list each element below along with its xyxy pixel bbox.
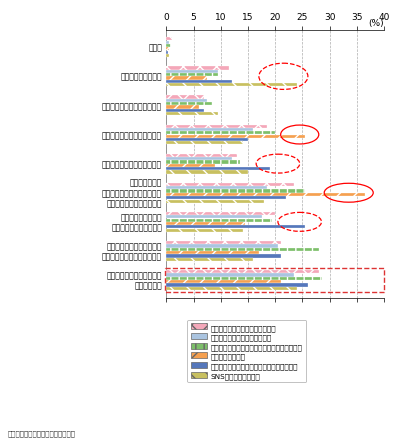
Bar (166, 154, 237, 158)
Bar (166, 106, 199, 110)
Bar (166, 258, 253, 261)
Bar (166, 164, 215, 167)
Bar (166, 171, 248, 174)
Text: (%): (%) (369, 19, 384, 28)
Bar (166, 129, 253, 132)
Bar (166, 38, 172, 41)
Bar (166, 52, 168, 55)
Bar (166, 113, 218, 116)
Bar (166, 74, 218, 77)
Bar (166, 96, 204, 99)
Bar (166, 77, 207, 81)
Bar (166, 255, 281, 258)
Bar (166, 241, 281, 244)
Bar (166, 271, 319, 274)
Bar (166, 212, 275, 215)
Bar (166, 248, 319, 251)
Bar (166, 135, 305, 138)
Bar (166, 193, 365, 197)
Bar (166, 226, 305, 229)
Bar (166, 67, 229, 71)
Bar (166, 45, 171, 48)
Bar (166, 280, 281, 284)
Bar (166, 197, 286, 200)
Bar (166, 55, 169, 58)
Bar (166, 187, 267, 190)
Bar (166, 81, 232, 84)
Bar (166, 138, 248, 142)
Bar (166, 110, 204, 113)
Bar (166, 142, 242, 145)
Bar (166, 287, 297, 290)
Bar (166, 42, 169, 45)
Bar (166, 251, 259, 254)
Bar (166, 103, 213, 106)
Bar (166, 229, 242, 232)
Bar (166, 274, 294, 277)
Bar (166, 245, 278, 248)
Bar (166, 216, 262, 219)
Bar (166, 158, 232, 161)
Bar (166, 284, 308, 287)
Bar (166, 277, 322, 280)
Bar (166, 132, 275, 135)
Bar (166, 125, 267, 128)
Legend: 衛星と連携した災害防止システム, 事故履歴と地理情報の統合技術, 地中センサと連携した警報・避難支援システム, 災害時用ロボット, 避難活動を支援するナビゲーシ: 衛星と連携した災害防止システム, 事故履歴と地理情報の統合技術, 地中センサと連… (187, 320, 306, 382)
Text: 資料）国土交通省「国民意識調査」: 資料）国土交通省「国民意識調査」 (8, 429, 76, 436)
Bar (166, 161, 240, 164)
Bar (166, 200, 265, 203)
Bar (166, 168, 270, 171)
Bar (165, 268, 384, 293)
Bar (166, 48, 169, 51)
Bar (166, 219, 272, 222)
Bar (166, 223, 245, 226)
Bar (166, 184, 294, 187)
Bar (166, 71, 218, 74)
Bar (166, 84, 297, 87)
Bar (166, 99, 207, 103)
Bar (166, 190, 305, 193)
